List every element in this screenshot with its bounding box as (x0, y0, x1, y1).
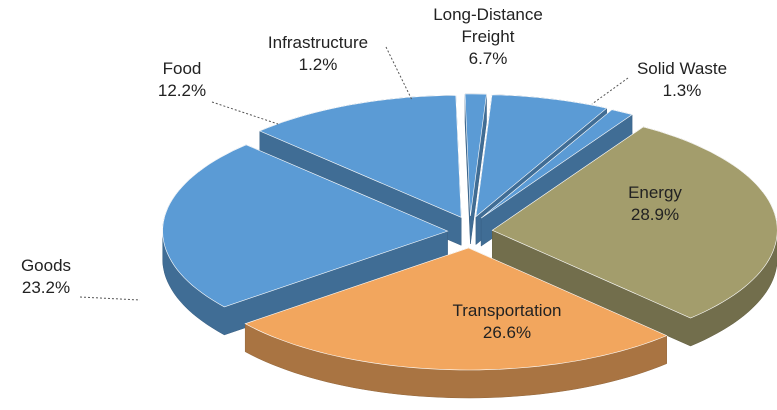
slice (259, 94, 462, 218)
slice (464, 93, 487, 217)
value-label: 1.3% (662, 81, 702, 100)
value-label: 6.7% (468, 49, 508, 68)
slice (491, 126, 777, 319)
slice-label: Food 12.2% (158, 58, 206, 102)
category-name: Food (162, 59, 202, 78)
slice-label: Infrastructure 1.2% (268, 32, 368, 76)
leader-line (385, 46, 413, 101)
value-label: 23.2% (21, 278, 71, 297)
slice-label: Goods 23.2% (21, 255, 71, 299)
leader-line (591, 77, 629, 105)
slice (162, 144, 449, 308)
slice (244, 247, 668, 371)
slice (480, 109, 633, 219)
category-name: Solid Waste (636, 59, 728, 78)
value-label: 12.2% (157, 81, 207, 100)
slice-label: Solid Waste 1.3% (637, 58, 727, 102)
leader-line (79, 296, 141, 301)
value-label: 28.9% (630, 205, 680, 224)
value-label: 26.6% (482, 323, 532, 342)
slice (475, 94, 608, 218)
category-name: Long-Distance Freight (433, 5, 543, 46)
slice-label: Long-Distance Freight 6.7% (423, 4, 553, 70)
category-name: Goods (20, 256, 72, 275)
leader-line (211, 101, 279, 125)
category-name: Energy (628, 183, 682, 202)
slice-label: Transportation 26.6% (453, 300, 562, 344)
value-label: 1.2% (298, 55, 338, 74)
category-name: Infrastructure (267, 33, 369, 52)
slice-label: Energy 28.9% (628, 182, 682, 226)
category-name: Transportation (452, 301, 562, 320)
